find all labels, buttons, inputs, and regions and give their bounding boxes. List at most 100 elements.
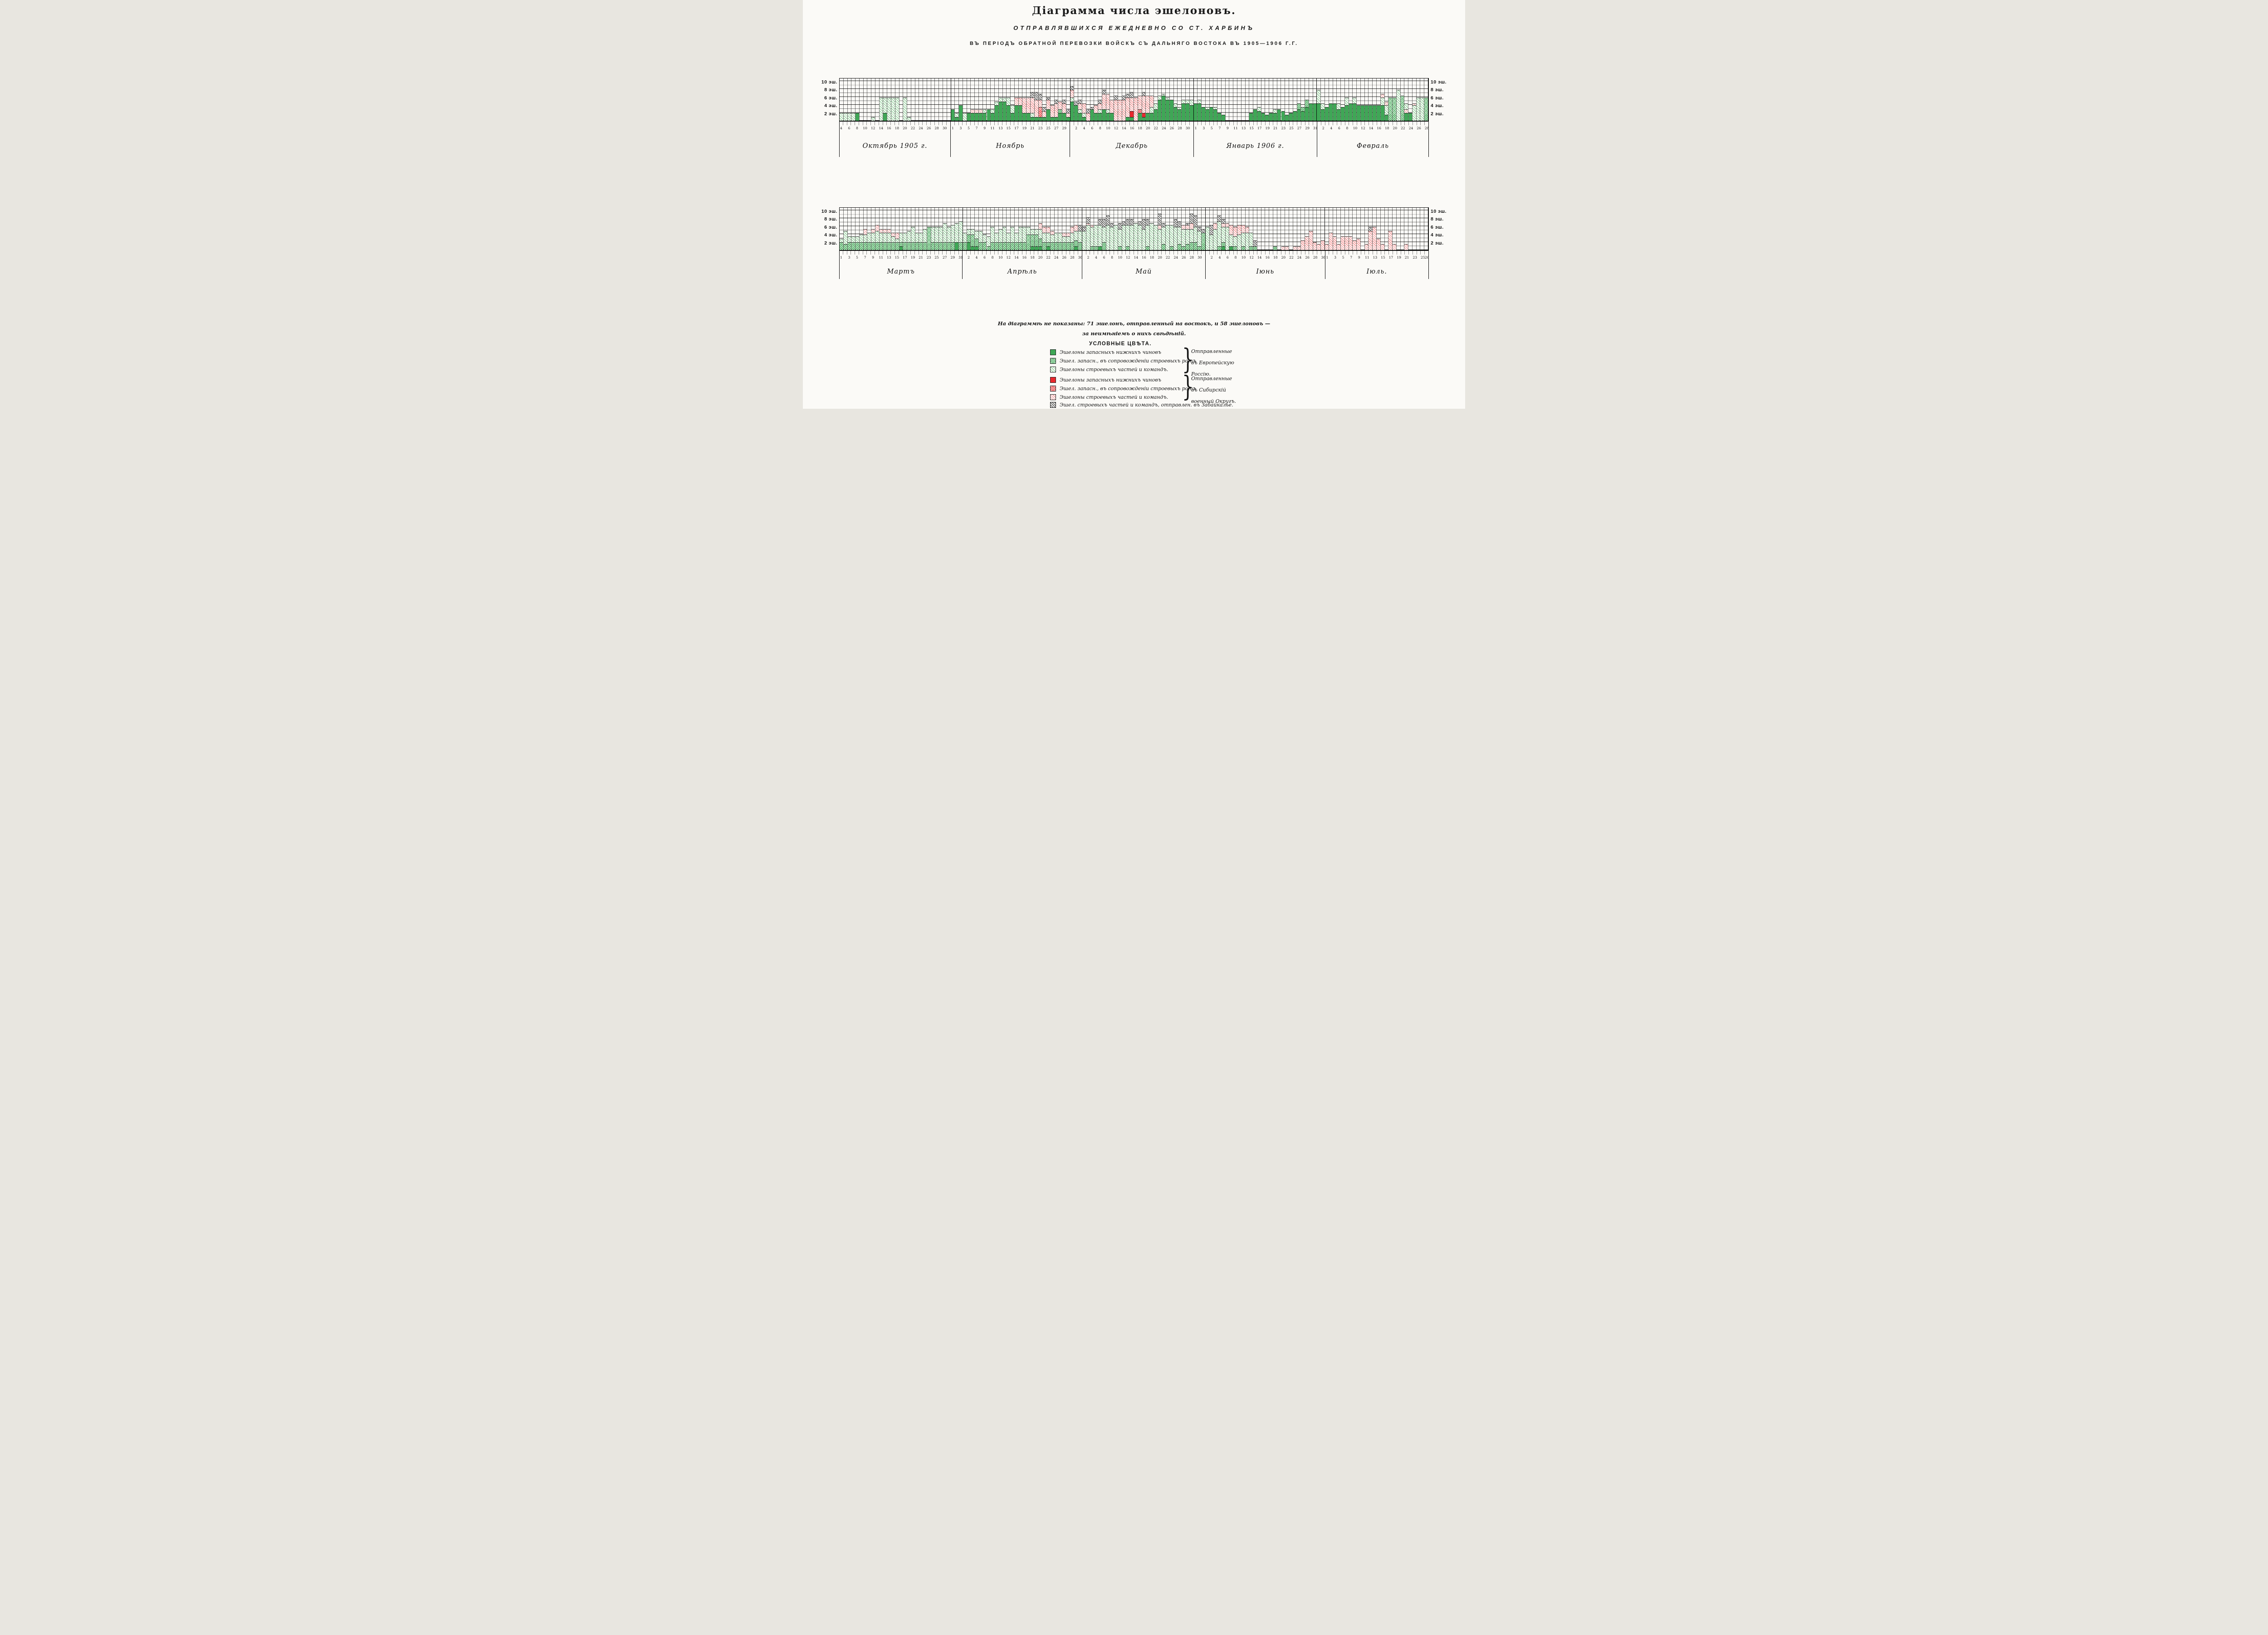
day-column — [1022, 208, 1027, 250]
day-column — [879, 208, 884, 250]
bar-segment-g2 — [847, 242, 851, 250]
bar-segment-bk — [1189, 213, 1193, 223]
day-number-label: 13 — [1373, 255, 1378, 259]
bar-segment-g3 — [919, 232, 923, 243]
day-tick — [1086, 251, 1090, 255]
bar-segment-g2 — [1046, 242, 1050, 246]
day-tick — [1054, 251, 1059, 255]
bar-segment-g2 — [1014, 242, 1018, 250]
day-column — [1042, 78, 1047, 121]
day-tick — [1086, 122, 1090, 125]
y-axis-label-right: 4 эш. — [1431, 103, 1444, 109]
day-column — [1018, 78, 1023, 121]
day-number-label: 15 — [1249, 126, 1254, 130]
day-tick — [1046, 251, 1051, 255]
bar-segment-g1 — [883, 113, 887, 121]
day-number-label: 5 — [1210, 126, 1213, 130]
bar-segment-g2 — [1078, 242, 1082, 250]
day-column — [1226, 78, 1230, 121]
bar-segment-g1 — [1281, 111, 1285, 121]
bar-segment-g3 — [903, 232, 907, 243]
bar-segment-r3 — [1412, 103, 1416, 106]
bar-segment-r3 — [1066, 113, 1070, 117]
bar-segment-g1 — [1293, 111, 1297, 121]
bar-segment-r3 — [1122, 99, 1126, 121]
bar-segment-g1 — [1030, 117, 1034, 121]
bar-segment-g1 — [975, 246, 978, 250]
day-tick — [1242, 122, 1246, 125]
y-axis-label-right: 10 эш. — [1431, 79, 1447, 85]
day-number-label: 27 — [1054, 126, 1059, 130]
day-column — [935, 78, 939, 121]
day-number-label: 19 — [1265, 126, 1270, 130]
day-column — [1054, 78, 1059, 121]
day-tick — [1122, 122, 1126, 125]
bar-segment-g3 — [847, 113, 851, 121]
bar-segment-r3 — [1349, 236, 1353, 250]
day-tick — [1150, 251, 1154, 255]
bar-segment-g2 — [935, 242, 939, 250]
y-axis-label-left: 6 эш. — [824, 95, 837, 101]
bar-segment-g2 — [1094, 246, 1098, 250]
bar-segment-r3 — [1309, 230, 1313, 250]
bar-segment-g3 — [995, 101, 998, 106]
day-column — [1412, 78, 1417, 121]
day-column — [939, 78, 943, 121]
day-tick — [859, 122, 863, 125]
bar-segment-g1 — [1357, 105, 1360, 121]
bar-segment-g2 — [1030, 235, 1034, 246]
bar-segment-g1 — [1329, 103, 1333, 121]
day-column — [1011, 208, 1015, 250]
day-column — [1317, 208, 1321, 250]
bar-segment-r3 — [1134, 98, 1138, 121]
bar-segment-g3 — [1154, 225, 1158, 250]
day-tick — [1062, 251, 1066, 255]
day-column — [1122, 78, 1126, 121]
day-tick — [887, 122, 891, 125]
bar-segment-g3 — [991, 227, 995, 243]
day-tick — [1150, 122, 1154, 125]
day-column — [1353, 78, 1357, 121]
day-tick — [1007, 251, 1011, 255]
day-tick — [1214, 251, 1218, 255]
day-tick — [871, 122, 875, 125]
bar-segment-g3 — [971, 229, 975, 235]
day-tick — [1421, 251, 1425, 255]
day-number-label: 4 — [1095, 255, 1097, 259]
day-tick — [1226, 251, 1230, 255]
bar-segment-g1 — [1305, 107, 1309, 121]
bar-segment-g1 — [1158, 99, 1162, 121]
day-column — [1007, 78, 1011, 121]
day-number-label: 18 — [894, 126, 899, 130]
day-column — [927, 208, 931, 250]
bar-segment-g2 — [887, 242, 891, 250]
day-column — [927, 78, 931, 121]
day-tick — [1130, 122, 1134, 125]
bar-segment-g2 — [911, 242, 915, 250]
day-column — [923, 78, 927, 121]
y-axis-label-left: 8 эш. — [824, 87, 837, 93]
bar-segment-g1 — [1011, 113, 1014, 121]
day-tick — [1046, 122, 1051, 125]
bar-segment-g3 — [1205, 227, 1209, 250]
bar-segment-g3 — [1213, 107, 1217, 109]
day-tick — [1198, 122, 1202, 125]
bar-segment-g1 — [1154, 109, 1158, 121]
bar-segment-g1 — [1344, 105, 1349, 121]
day-column — [1321, 78, 1325, 121]
bar-segment-g2 — [1393, 98, 1396, 121]
day-column — [1376, 208, 1381, 250]
day-number-label: 23 — [1038, 126, 1043, 130]
day-tick — [1305, 122, 1310, 125]
bar-segment-g1 — [1257, 111, 1261, 121]
day-column — [1309, 78, 1313, 121]
day-column — [879, 78, 884, 121]
day-column — [1134, 78, 1138, 121]
bar-segment-g2 — [1146, 246, 1150, 250]
day-tick — [959, 122, 963, 125]
day-column — [959, 208, 963, 250]
day-tick — [1357, 251, 1361, 255]
day-column — [891, 78, 895, 121]
bar-segment-r3 — [879, 229, 883, 233]
bar-segment-bk — [1106, 215, 1110, 225]
